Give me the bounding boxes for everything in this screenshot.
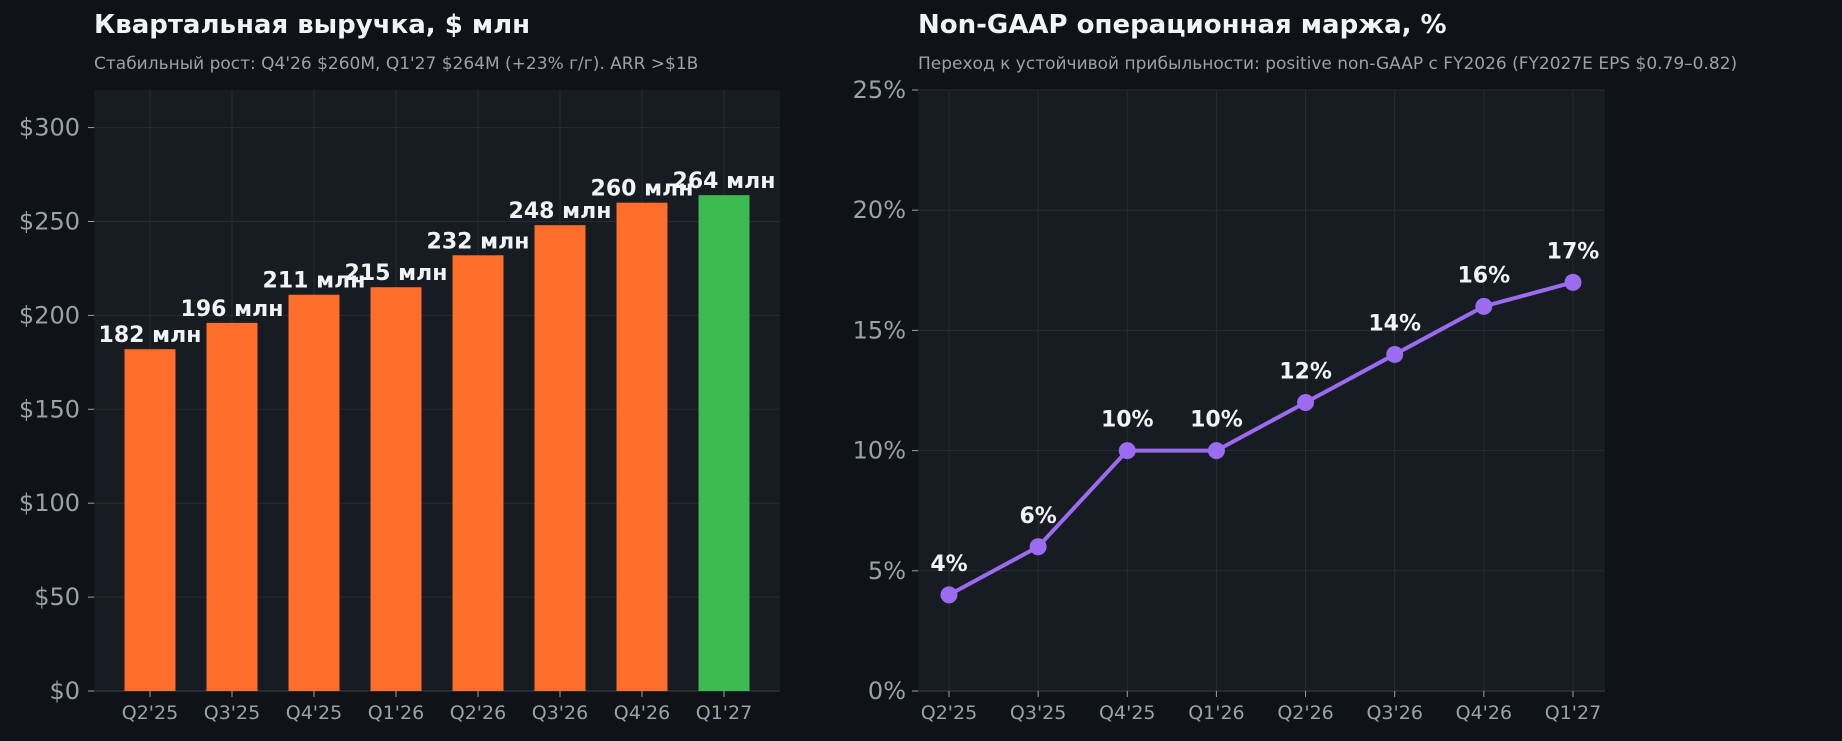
y-tick-label: $250: [19, 207, 80, 235]
plot-area: [918, 90, 1605, 691]
y-tick-label: 15%: [853, 316, 906, 344]
x-tick-label: Q3'25: [204, 702, 260, 724]
x-tick-label: Q3'26: [1366, 702, 1422, 724]
line-point: [1029, 538, 1047, 556]
point-data-label: 10%: [1190, 408, 1243, 433]
x-tick-label: Q4'26: [1456, 702, 1512, 724]
bar: [206, 322, 258, 691]
y-tick-label: 10%: [853, 437, 906, 465]
margin-chart-subtitle: Переход к устойчивой прибыльности: posit…: [918, 54, 1738, 74]
revenue-chart-title: Квартальная выручка, $ млн: [94, 10, 531, 40]
y-tick-label: 0%: [868, 677, 906, 705]
x-tick-label: Q2'26: [450, 702, 506, 724]
point-data-label: 12%: [1279, 360, 1332, 385]
x-tick-label: Q1'27: [696, 702, 752, 724]
x-tick-label: Q4'26: [614, 702, 670, 724]
line-point: [1475, 297, 1493, 315]
revenue-chart-subtitle: Стабильный рост: Q4'26 $260M, Q1'27 $264…: [94, 54, 699, 74]
margin-line: [948, 280, 1574, 597]
bar: [288, 294, 340, 691]
bar: [370, 287, 422, 691]
y-tick-label: 25%: [853, 76, 906, 104]
bar-data-label: 260 млн: [591, 177, 694, 202]
x-tick-label: Q2'25: [921, 702, 977, 724]
bar-data-label: 196 млн: [181, 297, 284, 322]
y-tick-label: 5%: [868, 557, 906, 585]
x-tick-label: Q3'25: [1010, 702, 1066, 724]
point-data-label: 17%: [1547, 239, 1600, 264]
point-data-label: 14%: [1368, 311, 1421, 336]
bar-data-label: 264 млн: [673, 169, 776, 194]
bar: [616, 202, 668, 691]
line-point: [1297, 394, 1315, 412]
y-tick-label: $300: [19, 114, 80, 142]
point-data-label: 16%: [1458, 263, 1511, 288]
x-tick-label: Q3'26: [532, 702, 588, 724]
bar-data-label: 232 млн: [427, 229, 530, 254]
bar-data-label: 248 млн: [509, 199, 612, 224]
point-data-label: 4%: [930, 552, 967, 577]
x-tick-label: Q1'27: [1545, 702, 1601, 724]
y-tick-label: 20%: [853, 196, 906, 224]
x-tick-label: Q4'25: [1099, 702, 1155, 724]
y-tick-label: $100: [19, 489, 80, 517]
x-tick-label: Q1'26: [1188, 702, 1244, 724]
bar-data-label: 215 млн: [345, 261, 448, 286]
bar-data-label: 182 млн: [99, 323, 202, 348]
margin-chart: Non-GAAP операционная маржа, % Переход к…: [820, 0, 1842, 741]
line-point: [1118, 442, 1136, 460]
bar: [698, 195, 750, 692]
x-tick-label: Q4'25: [286, 702, 342, 724]
y-tick-label: $200: [19, 301, 80, 329]
x-tick-label: Q2'26: [1277, 702, 1333, 724]
x-tick-label: Q1'26: [368, 702, 424, 724]
x-tick-label: Q2'25: [122, 702, 178, 724]
margin-chart-title: Non-GAAP операционная маржа, %: [918, 10, 1447, 40]
revenue-chart-plot: $0 $50 $100 $150 $200 $250 $300 182 млн Q2'25 196…: [19, 90, 780, 724]
bar-data-label: 211 млн: [263, 269, 366, 294]
y-tick-label: $150: [19, 395, 80, 423]
bar: [124, 349, 176, 691]
line-point: [1386, 345, 1404, 363]
line-point: [1207, 442, 1225, 460]
point-data-label: 6%: [1019, 504, 1056, 529]
point-data-label: 10%: [1101, 408, 1154, 433]
bar: [534, 225, 586, 691]
revenue-chart: Квартальная выручка, $ млн Стабильный ро…: [0, 0, 800, 741]
y-tick-label: $50: [34, 583, 80, 611]
bar: [452, 255, 504, 691]
line-point: [1564, 273, 1582, 291]
margin-chart-plot: 0% 5% 10% 15% 20% 25% 4% Q2'25 6% Q3'25 10% Q4'25 10…: [853, 76, 1605, 724]
y-tick-label: $0: [49, 677, 80, 705]
line-point: [940, 586, 958, 604]
